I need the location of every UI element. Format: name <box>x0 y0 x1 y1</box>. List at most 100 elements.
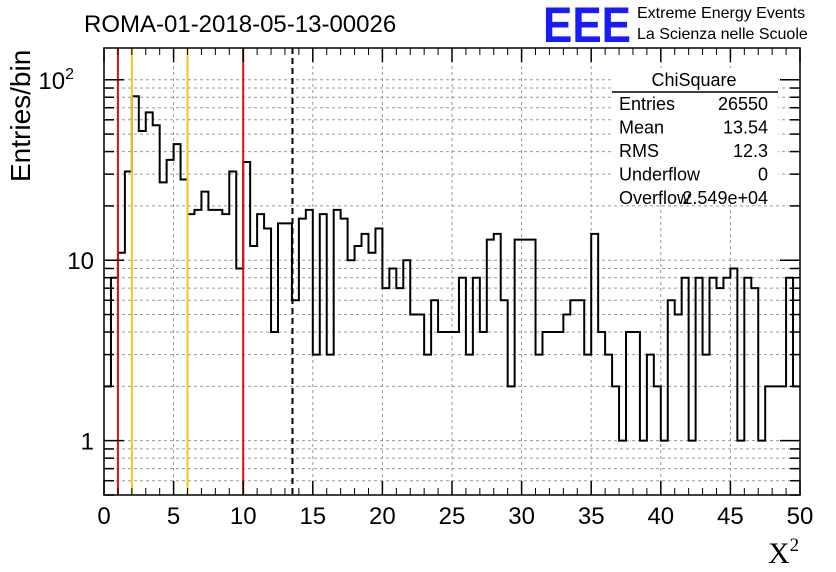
histogram-bin <box>508 386 515 495</box>
histogram-bin <box>515 240 522 495</box>
histogram-bin <box>250 246 257 495</box>
x-axis-label: X2 <box>768 535 799 570</box>
histogram-bin <box>730 268 737 495</box>
logo-line-1: Extreme Energy Events <box>637 5 805 22</box>
histogram-bin <box>501 300 508 495</box>
histogram-bin <box>375 228 382 495</box>
marker-lines <box>116 48 294 495</box>
histogram-bin <box>661 441 668 495</box>
histogram-bin <box>494 234 501 495</box>
histogram-bin <box>626 332 633 495</box>
x-tick-label: 10 <box>230 503 257 530</box>
x-tick-label: 40 <box>647 503 674 530</box>
eee-logo: EEE Extreme Energy Events La Scienza nel… <box>543 0 808 53</box>
stats-rows: Entries 26550 Mean 13.54 RMS 12.3 Underflow 0 Ov… <box>619 94 768 208</box>
y-tick-label-base: 10 <box>38 68 65 95</box>
histogram-bin <box>174 144 181 495</box>
histogram-bin <box>605 355 612 495</box>
histogram-bin <box>410 315 417 495</box>
x-axis-label-superscript: 2 <box>790 535 800 556</box>
histogram-bin <box>194 210 201 495</box>
histogram-bin <box>668 300 675 495</box>
histogram-outline <box>104 95 800 442</box>
histogram-bin <box>716 288 723 495</box>
histogram-bin <box>424 355 431 495</box>
stats-box-background <box>612 68 778 204</box>
histogram-bin <box>285 223 292 495</box>
y-tick-label: 10 <box>67 248 94 275</box>
histogram-bin <box>341 219 348 495</box>
stats-row-label: Underflow <box>619 165 701 185</box>
histogram-bin <box>160 182 167 495</box>
histogram-bin <box>431 300 438 495</box>
histogram-bin <box>139 131 146 495</box>
x-tick-label: 30 <box>508 503 535 530</box>
y-tick-label-exponent: 2 <box>65 66 74 83</box>
stats-title: ChiSquare <box>651 70 736 90</box>
histogram-bin <box>355 246 362 495</box>
histogram-bin <box>549 332 556 495</box>
histogram-bin <box>327 355 334 495</box>
histogram-bin <box>522 240 529 495</box>
stats-row-label: Overflow <box>619 188 691 208</box>
histogram-bin <box>459 278 466 495</box>
histogram-bin <box>167 160 174 495</box>
stats-row-value: 13.54 <box>723 118 768 138</box>
x-tick-label: 0 <box>97 503 110 530</box>
histogram-bin <box>765 386 772 495</box>
stats-row-value: 26550 <box>718 94 768 114</box>
histogram-bin <box>598 332 605 495</box>
histogram-bin <box>737 441 744 495</box>
histogram-bin <box>654 386 661 495</box>
histogram-bin <box>584 355 591 495</box>
histogram-bin <box>689 441 696 495</box>
histogram-bin <box>201 192 208 495</box>
x-tick-label: 25 <box>439 503 466 530</box>
histogram-bin <box>487 240 494 495</box>
histogram-bin <box>452 332 459 495</box>
x-tick-label: 50 <box>787 503 814 530</box>
histogram-bin <box>612 386 619 495</box>
histogram-bin <box>208 210 215 495</box>
histogram-bin <box>723 278 730 495</box>
y-tick-label: 102 <box>38 66 74 95</box>
histogram-bin <box>536 355 543 495</box>
histogram-bin <box>382 288 389 495</box>
histogram-bin <box>445 332 452 495</box>
histogram-bin <box>703 355 710 495</box>
histogram-bin <box>181 180 188 495</box>
histogram-bin <box>577 300 584 495</box>
histogram-bin <box>647 355 654 495</box>
histogram-bin <box>215 210 222 495</box>
stats-row-label: Mean <box>619 118 664 138</box>
histogram-bin <box>257 214 264 495</box>
histogram-bin <box>529 240 536 495</box>
histogram-bin <box>313 355 320 495</box>
histogram-bin <box>682 278 689 495</box>
histogram-bin <box>306 210 313 495</box>
histogram-bin <box>132 96 139 495</box>
histogram-bin <box>591 234 598 495</box>
histogram-bin <box>320 214 327 495</box>
histogram-bin <box>710 278 717 495</box>
histogram-bin <box>619 441 626 495</box>
x-tick-label: 20 <box>369 503 396 530</box>
x-axis-label-base: X <box>768 537 790 570</box>
y-axis-label: Entries/bin <box>5 50 36 182</box>
stats-row-value: 0 <box>758 165 768 185</box>
logo-mark: EEE <box>543 0 631 53</box>
histogram-bin <box>264 228 271 495</box>
histogram-bin <box>417 315 424 495</box>
histogram-bin <box>772 386 779 495</box>
histogram-bin <box>243 162 250 495</box>
histogram-bin <box>542 332 549 495</box>
axis-ticks <box>103 48 801 496</box>
histogram-bin <box>556 332 563 495</box>
chart-title: ROMA-01-2018-05-13-00026 <box>84 11 396 38</box>
histogram-bin <box>438 332 445 495</box>
histogram-bin <box>125 172 132 495</box>
histogram-bin <box>563 315 570 495</box>
histogram-bin <box>751 288 758 495</box>
x-tick-label: 5 <box>167 503 180 530</box>
